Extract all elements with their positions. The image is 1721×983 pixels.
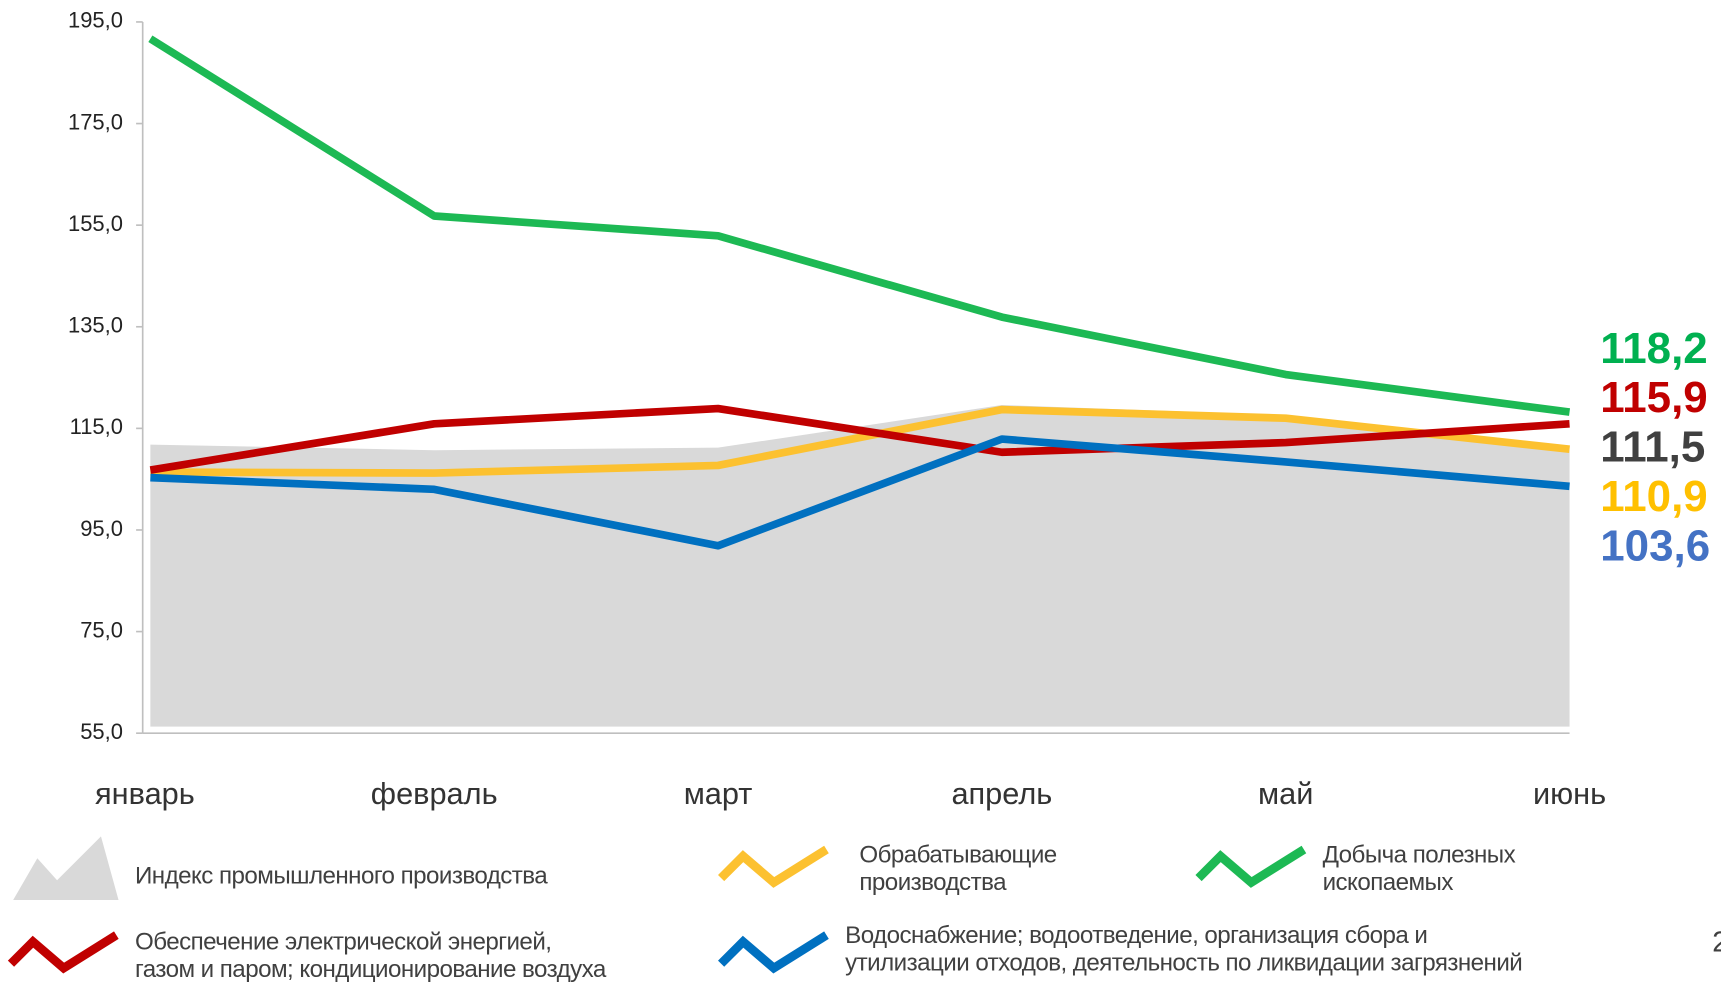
line xyxy=(150,405,1570,477)
end-label: 103,6 xyxy=(1600,521,1710,570)
legend-label: Обрабатывающие производства xyxy=(859,840,1057,896)
legend-icon xyxy=(718,845,829,888)
y-tick-label: 135,0 xyxy=(68,313,123,338)
end-label: 111,5 xyxy=(1600,423,1705,472)
y-tick-label: 175,0 xyxy=(68,109,123,134)
y-tick-label: 75,0 xyxy=(80,617,123,642)
y-tick-label: 195,0 xyxy=(68,8,123,33)
legend-label: Обеспечение электрической энергией, газо… xyxy=(135,927,606,983)
x-tick-label: январь xyxy=(95,776,195,811)
end-label: 115,9 xyxy=(1600,373,1707,422)
legend-icon xyxy=(7,931,119,974)
area xyxy=(150,405,1570,727)
y-tick-label: 55,0 xyxy=(80,719,123,744)
legend-label: Добыча полезных ископаемых xyxy=(1322,840,1516,896)
line xyxy=(150,435,1570,550)
x-tick-label: апрель xyxy=(951,776,1052,811)
y-tick-label: 155,0 xyxy=(68,211,123,236)
end-label: 118,2 xyxy=(1600,324,1707,373)
page-number: 2 xyxy=(1712,925,1721,959)
x-tick-label: февраль xyxy=(371,776,498,811)
y-tick-label: 115,0 xyxy=(70,414,123,439)
line xyxy=(148,35,1571,416)
legend-label: Индекс промышленного производства xyxy=(135,861,548,890)
x-tick-label: май xyxy=(1258,776,1313,811)
end-label: 110,9 xyxy=(1600,472,1707,521)
y-tick-label: 95,0 xyxy=(80,516,123,541)
x-tick-label: июнь xyxy=(1533,776,1606,811)
legend-icon xyxy=(718,931,829,974)
legend-icon xyxy=(13,836,119,901)
x-tick-label: март xyxy=(684,776,753,811)
line xyxy=(149,404,1570,474)
legend-label: Водоснабжение; водоотведение, организаци… xyxy=(845,920,1523,976)
legend-icon xyxy=(1195,845,1307,888)
